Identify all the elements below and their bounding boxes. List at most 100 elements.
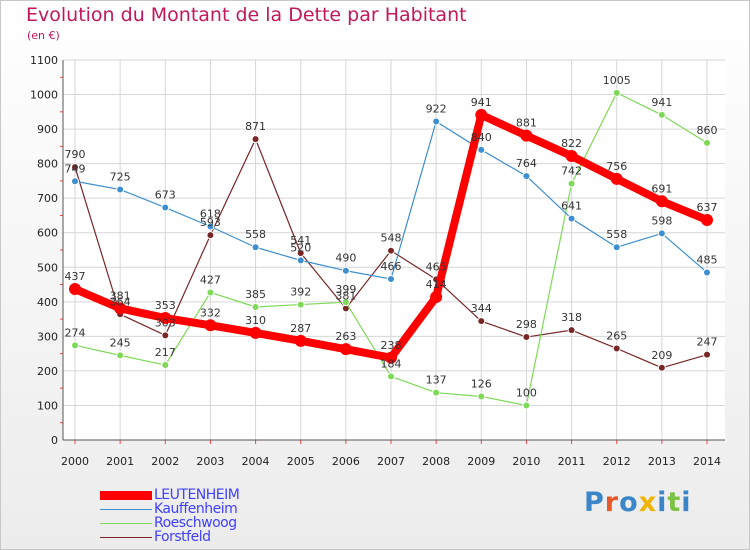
data-point: [161, 361, 170, 370]
x-tick-label: 2000: [61, 455, 89, 468]
y-tick-label: 700: [37, 192, 58, 205]
legend-label: Kauffenheim: [154, 501, 238, 517]
data-label: 100: [516, 386, 537, 399]
data-point: [385, 351, 397, 364]
data-label: 427: [200, 273, 221, 286]
data-point: [612, 344, 621, 353]
data-label: 618: [200, 208, 221, 221]
x-tick-label: 2001: [106, 455, 134, 468]
data-point: [610, 172, 623, 185]
data-label: 1005: [603, 74, 631, 87]
chart-title: Evolution du Montant de la Dette par Hab…: [26, 4, 467, 26]
data-point: [204, 319, 217, 332]
data-label: 790: [65, 148, 86, 161]
data-point: [251, 135, 260, 144]
data-label: 725: [110, 171, 131, 184]
data-label: 381: [335, 289, 356, 302]
data-label: 520: [290, 241, 311, 254]
data-point: [296, 300, 305, 309]
y-tick-label: 900: [37, 123, 58, 136]
data-label: 332: [200, 306, 221, 319]
data-label: 184: [381, 357, 402, 370]
y-tick-label: 500: [37, 261, 58, 274]
data-label: 381: [110, 289, 131, 302]
data-label: 399: [335, 283, 356, 296]
data-point: [703, 138, 711, 147]
data-point: [387, 275, 395, 284]
data-point: [69, 283, 81, 296]
data-point: [567, 214, 576, 223]
data-point: [657, 110, 666, 119]
legend-swatch: [100, 523, 152, 524]
data-point: [703, 350, 711, 359]
data-point: [159, 312, 172, 325]
data-point: [71, 341, 79, 350]
data-label: 541: [290, 234, 311, 247]
data-label: 941: [471, 96, 492, 109]
data-point: [612, 88, 621, 97]
data-point: [701, 213, 713, 226]
data-point: [114, 302, 127, 315]
data-label: 298: [516, 318, 537, 331]
data-point: [116, 351, 125, 360]
x-tick-label: 2012: [603, 455, 631, 468]
data-point: [206, 222, 215, 231]
data-label: 310: [245, 314, 266, 327]
data-label: 742: [561, 165, 582, 178]
y-tick-label: 800: [37, 158, 58, 171]
data-label: 840: [471, 131, 492, 144]
data-label: 822: [561, 137, 582, 150]
data-point: [657, 229, 666, 238]
data-label: 881: [516, 117, 537, 130]
data-point: [161, 331, 170, 340]
data-label: 922: [426, 102, 447, 115]
y-tick-label: 200: [37, 365, 58, 378]
data-label: 485: [697, 253, 718, 266]
legend-swatch: [100, 491, 152, 500]
data-label: 871: [245, 120, 266, 133]
data-label: 344: [471, 302, 492, 315]
data-label: 353: [155, 299, 176, 312]
data-label: 756: [606, 160, 627, 173]
data-point: [341, 266, 350, 275]
data-point: [296, 256, 305, 265]
x-tick-label: 2003: [196, 455, 224, 468]
x-tick-label: 2014: [693, 455, 721, 468]
data-point: [655, 195, 668, 208]
data-point: [432, 388, 441, 397]
data-label: 217: [155, 346, 176, 359]
data-point: [339, 343, 352, 356]
data-label: 749: [65, 162, 86, 175]
data-label: 392: [290, 286, 311, 299]
data-point: [477, 392, 486, 401]
data-label: 437: [65, 270, 86, 283]
y-tick-label: 1000: [30, 89, 58, 102]
data-point: [206, 288, 215, 297]
data-label: 274: [65, 326, 86, 339]
x-tick-label: 2006: [332, 455, 360, 468]
data-label: 860: [697, 124, 718, 137]
data-point: [567, 179, 576, 188]
data-point: [475, 108, 488, 121]
data-label: 691: [651, 182, 672, 195]
data-label: 209: [651, 349, 672, 362]
data-label: 465: [426, 260, 447, 273]
data-point: [657, 363, 666, 372]
data-label: 247: [697, 336, 718, 349]
y-tick-label: 0: [51, 434, 58, 447]
data-label: 641: [561, 200, 582, 213]
x-tick-label: 2004: [242, 455, 270, 468]
data-label: 593: [200, 216, 221, 229]
data-point: [612, 243, 621, 252]
x-tick-label: 2007: [377, 455, 405, 468]
data-point: [341, 298, 350, 307]
data-point: [251, 243, 260, 252]
data-point: [430, 290, 443, 303]
data-point: [294, 334, 307, 347]
y-tick-label: 600: [37, 227, 58, 240]
data-point: [565, 150, 578, 163]
data-label: 637: [697, 201, 718, 214]
data-label: 238: [381, 339, 402, 352]
data-point: [520, 129, 533, 142]
